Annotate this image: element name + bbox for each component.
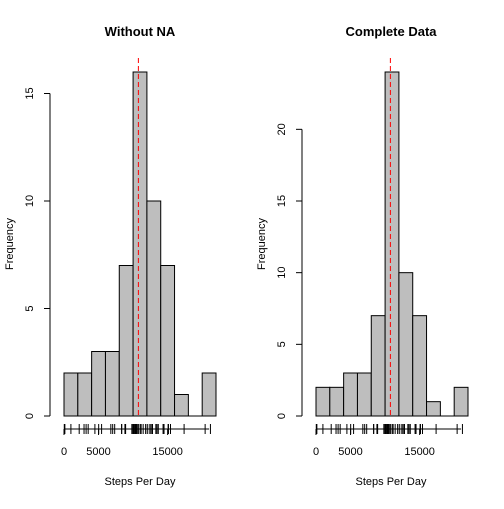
y-tick-label: 10 — [276, 267, 288, 279]
y-tick-label: 0 — [276, 413, 288, 419]
panel-complete-data: Complete Data Steps Per Day Frequency 0 5… — [256, 24, 469, 488]
x-tick-label: 15000 — [404, 446, 435, 458]
y-tick-label: 15 — [276, 195, 288, 207]
histogram-bar — [412, 315, 428, 417]
histogram-bar — [63, 372, 79, 417]
histogram-bar — [160, 265, 176, 417]
histogram-bar — [343, 372, 358, 417]
histogram-bar — [315, 386, 331, 417]
histogram-bar — [453, 386, 469, 417]
chart-title: Complete Data — [345, 24, 437, 39]
histogram-bar — [174, 394, 189, 417]
histogram-bar — [91, 351, 106, 417]
x-tick-label: 5000 — [338, 446, 362, 458]
y-tick-label: 15 — [24, 87, 36, 99]
histogram-bar — [118, 265, 134, 417]
histogram-bar — [146, 200, 162, 417]
x-tick-label: 0 — [313, 446, 319, 458]
x-axis-label: Steps Per Day — [356, 476, 427, 488]
histogram-bar — [426, 401, 441, 417]
x-tick-label: 5000 — [86, 446, 110, 458]
y-axis-label: Frequency — [256, 218, 268, 270]
histogram-bar — [201, 372, 217, 417]
x-tick-label: 15000 — [152, 446, 183, 458]
panel-without-na: Without NA Steps Per Day Frequency 0 5 10 1… — [4, 24, 217, 488]
histogram-bar — [77, 372, 93, 417]
histogram-bar — [356, 372, 372, 417]
histogram-bar — [329, 386, 345, 417]
x-axis-label: Steps Per Day — [105, 476, 176, 488]
y-axis-label: Frequency — [4, 218, 16, 270]
histogram-bar — [398, 272, 414, 417]
x-tick-label: 0 — [61, 446, 67, 458]
y-tick-label: 5 — [24, 305, 36, 311]
chart-title: Without NA — [105, 24, 176, 39]
y-tick-label: 5 — [276, 341, 288, 347]
histogram-bar — [132, 71, 148, 417]
histogram-bar — [370, 315, 386, 417]
y-tick-label: 10 — [24, 195, 36, 207]
y-tick-label: 0 — [24, 413, 36, 419]
histogram-bar — [104, 351, 120, 417]
histogram-bar — [384, 71, 400, 417]
y-tick-label: 20 — [276, 123, 288, 135]
